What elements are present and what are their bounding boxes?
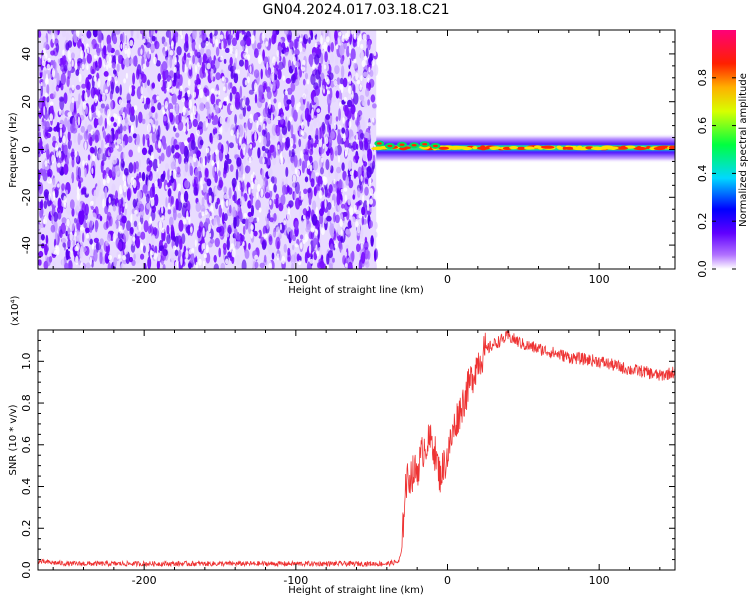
y-tick-label: 0.8: [20, 394, 33, 412]
snr-plot-area: [38, 330, 675, 570]
colorbar-tick-label: 0.8: [696, 69, 709, 87]
x-tick-label: -200: [132, 273, 157, 286]
y-tick-label: 0.4: [20, 478, 33, 496]
figure-title: GN04.2024.017.03.18.C21: [263, 2, 450, 18]
y-tick-label: 0.0: [20, 561, 33, 579]
y-tick-label: 0.6: [20, 436, 33, 454]
spectrogram-noise-region: [38, 30, 379, 269]
x-tick-label: -100: [283, 273, 308, 286]
y-tick-label: 40: [20, 47, 33, 61]
colorbar-tick-label: 0.4: [696, 165, 709, 183]
y-tick-label: 20: [20, 95, 33, 109]
x-tick-label: 100: [589, 273, 610, 286]
colorbar-ticks: 0.0 0.2 0.4 0.6 0.8: [696, 69, 736, 278]
snr-y-axis-label: SNR (10 * v/v): [8, 404, 19, 475]
snr-axes: -200 -100 0 100 0.0 0.2 0.4 0.6 0.8 1.0: [20, 330, 675, 587]
snr-x-axis-label: Height of straight line (km): [288, 585, 424, 596]
colorbar-tick-label: 0.0: [696, 260, 709, 278]
spectrogram-signal-band: [371, 133, 675, 164]
spectrogram-y-axis-label: Frequency (Hz): [8, 112, 19, 188]
x-tick-label: -100: [283, 574, 308, 587]
y-tick-label: -20: [20, 188, 33, 206]
x-tick-label: 0: [444, 574, 451, 587]
y-tick-label: 0.2: [20, 520, 33, 538]
colorbar: 0.0 0.2 0.4 0.6 0.8 Normalized spectral ampl…: [696, 30, 749, 278]
snr-y-multiplier: (x10⁴): [10, 295, 21, 326]
spectrogram-x-axis-label: Height of straight line (km): [288, 285, 424, 296]
snr-series-line: [38, 330, 675, 568]
colorbar-tick-label: 0.6: [696, 117, 709, 135]
x-tick-label: 100: [589, 574, 610, 587]
colorbar-label: Normalized spectral amplitude: [738, 73, 749, 227]
y-tick-label: 0: [20, 146, 33, 153]
y-tick-label: -40: [20, 236, 33, 254]
y-tick-label: 1.0: [20, 353, 33, 371]
x-tick-label: -200: [132, 574, 157, 587]
x-tick-label: 0: [444, 273, 451, 286]
snr-panel: -200 -100 0 100 0.0 0.2 0.4 0.6 0.8 1.0 Height of…: [8, 295, 676, 596]
colorbar-tick-label: 0.2: [696, 212, 709, 230]
colorbar-gradient: [712, 30, 736, 269]
